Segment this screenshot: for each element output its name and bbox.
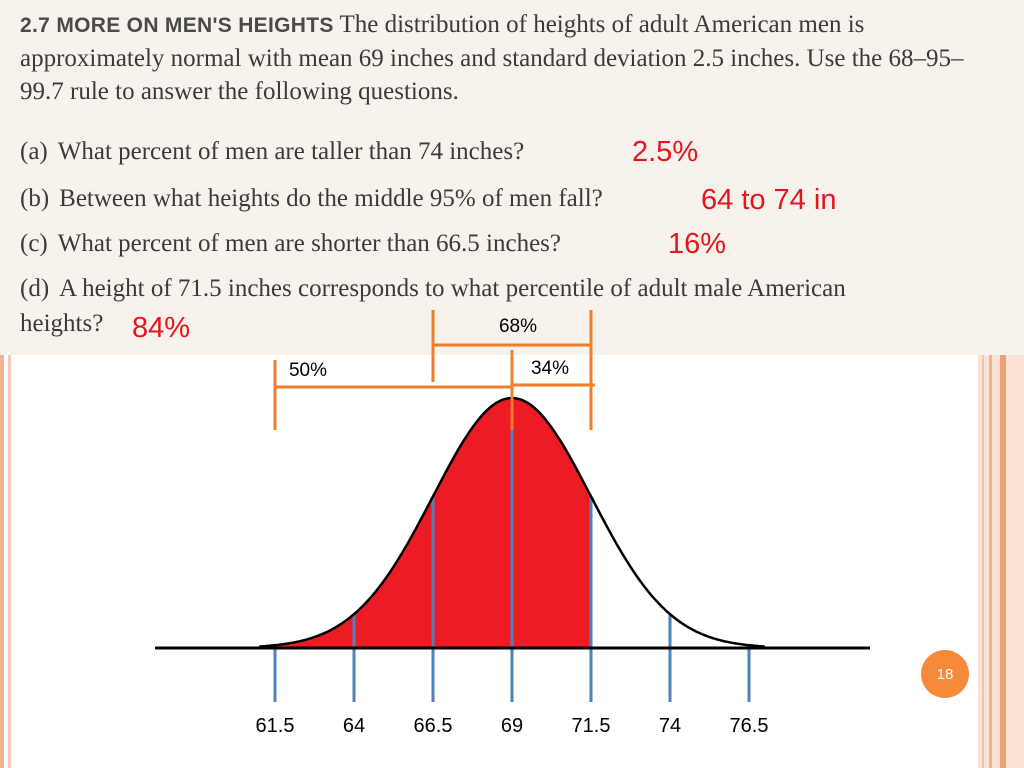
right-edge-band <box>982 355 984 768</box>
x-tick-label: 61.5 <box>256 715 295 737</box>
x-tick-label: 74 <box>659 715 681 737</box>
question-letter: (c) <box>20 230 48 257</box>
x-tick-label: 64 <box>343 715 365 737</box>
x-tick-label: 66.5 <box>414 715 453 737</box>
question-a: (a) What percent of men are taller than 7… <box>20 138 524 166</box>
problem-number: 2.7 <box>20 14 51 37</box>
left-edge-band <box>0 355 4 768</box>
question-d-continued: heights? <box>20 310 103 338</box>
answer-d: 84% <box>132 312 191 344</box>
bracket-label: 34% <box>531 358 569 379</box>
page-number-badge: 18 <box>921 650 969 698</box>
question-b: (b) Between what heights do the middle 95… <box>20 185 603 213</box>
question-letter: (d) <box>20 275 50 302</box>
x-tick-label: 69 <box>501 715 523 737</box>
shaded-area <box>259 398 591 648</box>
left-edge-band <box>8 355 11 768</box>
right-edge-band <box>1000 355 1006 768</box>
question-text: What percent of men are shorter than 66.… <box>57 230 562 257</box>
problem-heading: MORE ON MEN'S HEIGHTS <box>56 14 334 37</box>
bracket-label: 68% <box>499 316 537 337</box>
question-text: What percent of men are taller than 74 i… <box>57 138 525 165</box>
question-c: (c) What percent of men are shorter than … <box>20 230 561 258</box>
textbook-excerpt: 2.7 MORE ON MEN'S HEIGHTS The distributi… <box>0 0 1024 355</box>
question-text: Between what heights do the middle 95% o… <box>59 185 603 212</box>
bracket-label: 50% <box>289 360 327 381</box>
answer-a: 2.5% <box>632 136 699 168</box>
question-text-continued: heights? <box>20 310 104 337</box>
right-edge-band <box>989 355 992 768</box>
question-letter: (a) <box>20 138 48 165</box>
x-tick-label: 76.5 <box>730 715 769 737</box>
answer-c: 16% <box>668 228 727 260</box>
problem-text: The distribution of heights of adult Ame… <box>20 11 964 105</box>
answer-b: 64 to 74 in <box>701 184 837 216</box>
question-d: (d) A height of 71.5 inches corresponds t… <box>20 275 846 303</box>
question-letter: (b) <box>20 185 50 212</box>
x-tick-label: 71.5 <box>572 715 611 737</box>
problem-statement: 2.7 MORE ON MEN'S HEIGHTS The distributi… <box>20 8 1000 108</box>
question-text: A height of 71.5 inches corresponds to w… <box>59 275 846 302</box>
